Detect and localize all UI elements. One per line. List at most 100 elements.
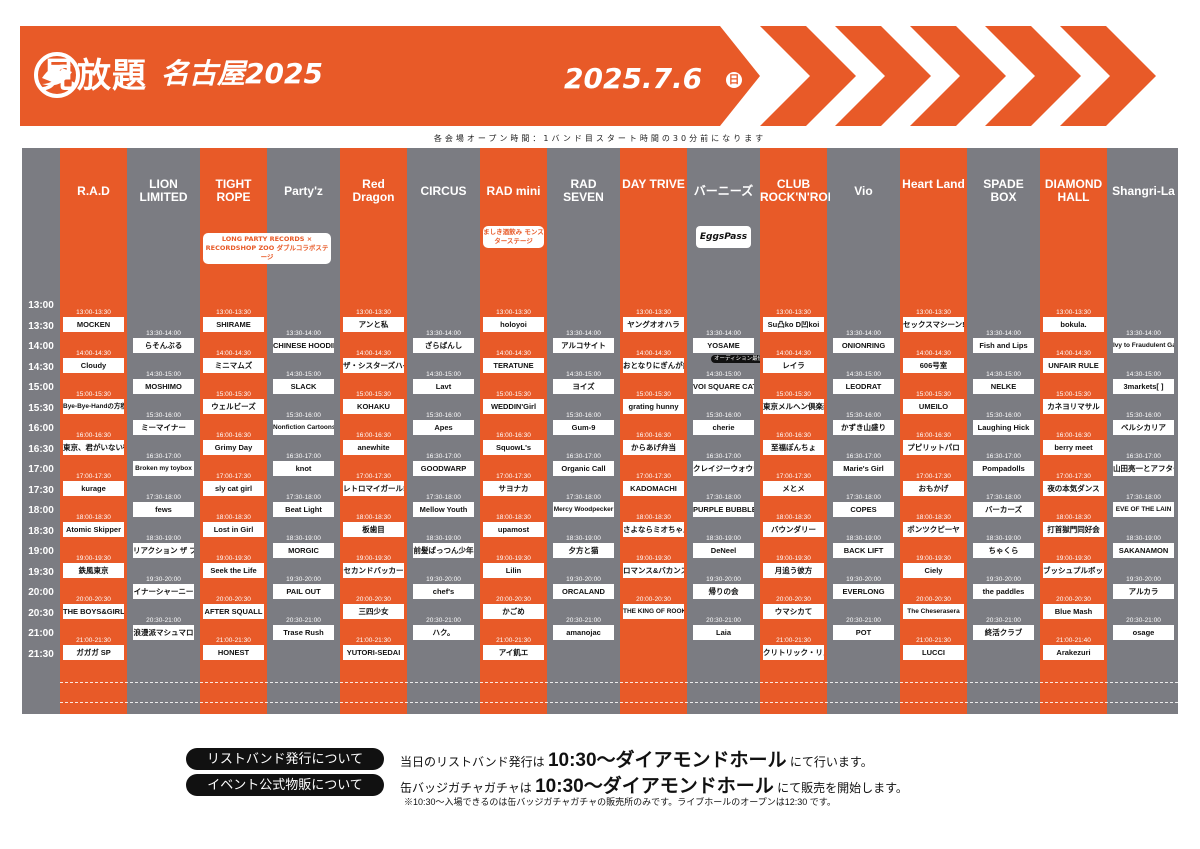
artist-name: Lilin: [483, 563, 544, 578]
time-label: 15:30: [28, 402, 54, 414]
venue-column: SPADE BOX 13:30-14:00 Fish and Lips 14:30-1…: [970, 140, 1037, 714]
artist-name: holoyoi: [483, 317, 544, 332]
time-label: 16:00: [28, 423, 54, 434]
slot-time: 14:00-14:30: [216, 350, 251, 357]
performance-slot: 17:30-18:00 COPES: [833, 493, 894, 517]
time-label: 21:00: [28, 628, 54, 639]
slot-time: 15:30-16:00: [286, 411, 321, 419]
slot-time: 15:00-15:30: [1056, 391, 1091, 398]
performance-slot: 17:00-17:30 KADOMACHI: [623, 472, 684, 496]
artist-name: 山田亮一とアフターソウル: [1113, 460, 1174, 476]
time-label: 14:00: [28, 341, 54, 352]
artist-name: Lost in Girl: [203, 522, 264, 537]
performance-slot: 14:00-14:30 レイラ: [763, 349, 824, 373]
performance-slot: 13:00-13:30 MOCKEN: [63, 308, 124, 332]
performance-slot: 19:00-19:30 Ciely: [903, 554, 964, 578]
artist-name: ミニマムズ: [203, 358, 264, 373]
performance-slot: 18:30-19:00 ちゃくら: [973, 534, 1034, 558]
slot-time: 14:30-15:00: [566, 370, 601, 378]
performance-slot: 17:00-17:30 サヨナカ: [483, 472, 544, 496]
slot-time: 13:30-14:00: [286, 329, 321, 337]
artist-name: VOI SQUARE CAT: [693, 378, 754, 394]
time-label: 14:30: [28, 361, 54, 373]
venue-name: Red Dragon: [352, 177, 395, 204]
performance-slot: 14:30-15:00 SLACK: [273, 370, 334, 394]
performance-slot: 15:00-15:30 grating hunny: [623, 390, 684, 414]
performance-slot: 21:00-21:30 アイ飢エ: [483, 636, 544, 660]
artist-name: 浪漫派マシュマロ: [133, 624, 194, 640]
time-label: 13:30: [28, 320, 54, 332]
time-label: 16:30: [28, 443, 54, 455]
performance-slot: 18:30-19:00 DeNeel: [693, 534, 754, 558]
slot-time: 19:30-20:00: [846, 575, 881, 583]
performance-slot: 14:00-14:30おとなりにぎんが計画: [623, 349, 684, 373]
performance-slot: 20:00-20:30 三四少女: [343, 595, 404, 619]
artist-name: Pompadolls: [973, 460, 1034, 476]
performance-slot: 16:00-16:30 anewhite: [343, 431, 404, 455]
performance-slot: 19:00-19:30 ブッシュプルボット: [1043, 554, 1104, 578]
artist-name: POT: [833, 624, 894, 640]
performance-slot: 17:30-18:00 fews: [133, 493, 194, 517]
slot-time: 15:30-16:00: [846, 411, 881, 419]
performance-slot: 17:00-17:30 sly cat girl: [203, 472, 264, 496]
slot-time: 14:30-15:00: [286, 370, 321, 378]
performance-slot: 14:30-15:00 NELKE: [973, 370, 1034, 394]
performance-slot: 14:30-15:00 MOSHIMO: [133, 370, 194, 394]
artist-name: Ivy to Fraudulent Game: [1113, 337, 1174, 353]
time-label: 20:30: [28, 607, 54, 619]
artist-name: ざらばんし: [413, 337, 474, 353]
artist-name: ORCALAND: [553, 583, 614, 599]
venue-column: CIRCUS 13:30-14:00 ざらばんし 14:30-15:00 Lavt 15:…: [410, 140, 477, 714]
slot-time: 14:00-14:30: [776, 350, 811, 357]
artist-name: ウマシカて: [763, 604, 824, 619]
slot-time: 17:00-17:30: [636, 473, 671, 480]
merch-post: にて販売を開始します。: [777, 781, 908, 795]
performance-slot: 18:30-19:00 SAKANAMON: [1113, 534, 1174, 558]
performance-slot: 13:30-14:00 CHINESE HOODIE: [273, 329, 334, 353]
slot-time: 18:00-18:30: [1056, 514, 1091, 521]
artist-name: リアクション ザ ブッタ: [133, 542, 194, 558]
slot-time: 20:30-21:00: [706, 616, 741, 624]
performance-slot: 18:30-19:00 BACK LIFT: [833, 534, 894, 558]
performance-slot: 16:30-17:00 knot: [273, 452, 334, 476]
slot-time: 13:30-14:00: [426, 329, 461, 337]
artist-name: UNFAIR RULE: [1043, 358, 1104, 373]
performance-slot: 13:00-13:30 セックスマシーン!!: [903, 308, 964, 332]
performance-slot: 13:30-14:00 ONIONRING: [833, 329, 894, 353]
artist-name: 三四少女: [343, 604, 404, 619]
performance-slot: 17:30-18:00 Mercy Woodpecker: [553, 493, 614, 517]
performance-slot: 13:30-14:00 らそんぶる: [133, 329, 194, 353]
time-label: 17:00: [28, 464, 54, 475]
performance-slot: 13:00-13:30 ヤングオオハラ: [623, 308, 684, 332]
artist-name: Seek the Life: [203, 563, 264, 578]
slot-time: 18:00-18:30: [356, 514, 391, 521]
performance-slot: 19:30-20:00 イナーシャーニー: [133, 575, 194, 599]
merch-label: イベント公式物販について: [186, 773, 384, 796]
performance-slot: 17:30-18:00 バーカーズ: [973, 493, 1034, 517]
artist-name: cherie: [693, 419, 754, 435]
slot-time: 18:30-19:00: [1126, 534, 1161, 542]
artist-name: セックスマシーン!!: [903, 317, 964, 332]
footer-row-wristband: リストバンド発行について 当日のリストバンド発行は 10:30〜ダイアモンドホー…: [186, 745, 873, 772]
slot-time: 14:00-14:30: [496, 350, 531, 357]
slot-time: 16:30-17:00: [986, 452, 1021, 460]
slot-time: 15:00-15:30: [916, 391, 951, 398]
performance-slot: 20:30-21:00 amanojac: [553, 616, 614, 640]
artist-name: Atomic Skipper: [63, 522, 124, 537]
artist-name: ヤングオオハラ: [623, 317, 684, 332]
artist-name: 終活クラブ: [973, 624, 1034, 640]
venue-name: DIAMOND HALL: [1044, 177, 1103, 204]
slot-time: 14:00-14:30: [636, 350, 671, 357]
venue-sub-stage: ましき酒飲み モンスターステージ: [483, 226, 544, 248]
performance-slot: 13:30-14:00 アルコサイト: [553, 329, 614, 353]
artist-name: Mercy Woodpecker: [553, 501, 614, 517]
artist-name: 月追う彼方: [763, 563, 824, 578]
artist-name: amanojac: [553, 624, 614, 640]
artist-name: KOHAKU: [343, 399, 404, 414]
performance-slot: 18:30-19:00 MORGIC: [273, 534, 334, 558]
performance-slot: 18:30-19:00 夕方と猫: [553, 534, 614, 558]
artist-name: アルカラ: [1113, 583, 1174, 599]
